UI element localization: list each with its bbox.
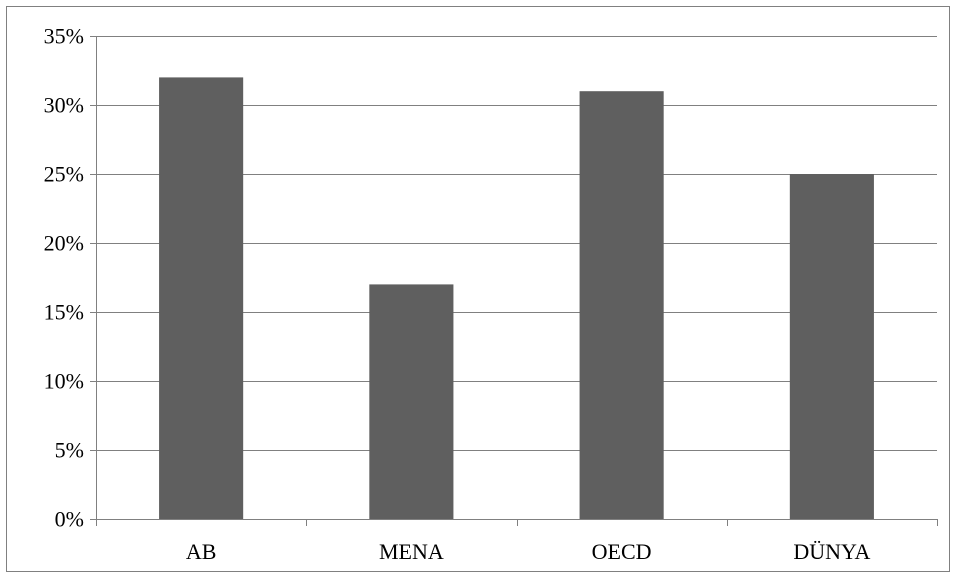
x-tick-label: AB [186,539,217,564]
y-tick-label: 10% [44,369,84,394]
axes [90,36,938,526]
bars [159,77,874,520]
bar-oecd [579,91,664,519]
y-tick-label: 20% [44,231,84,256]
x-tick-label: MENA [379,539,444,564]
y-tick-label: 25% [44,162,84,187]
x-tick-label: DÜNYA [793,539,870,564]
x-tick-label: OECD [592,539,652,564]
y-tick-label: 15% [44,300,84,325]
bar-dünya [789,174,874,519]
bar-mena [369,284,454,519]
y-tick-label: 5% [55,438,84,463]
y-tick-label: 0% [55,507,84,532]
y-tick-label: 30% [44,93,84,118]
y-tick-label: 35% [44,24,84,49]
bar-ab [159,77,244,520]
tick-labels: 0% 5% 10% 15% 20% 25% 30% 35% AB MENA OECD DÜNYA [44,24,871,565]
